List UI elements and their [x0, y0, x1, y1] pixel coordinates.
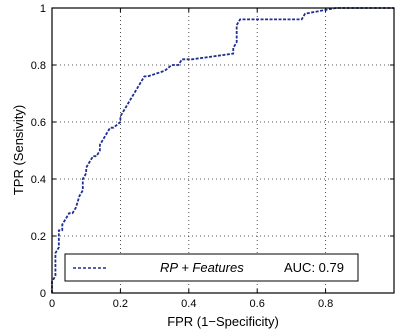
x-tick-label: 0.6 [250, 298, 265, 310]
legend: RP + Features AUC: 0.79 [64, 253, 359, 282]
y-tick-label: 0.2 [31, 231, 46, 243]
x-tick-label: 0.4 [181, 298, 196, 310]
roc-series-line [51, 7, 394, 293]
y-axis-label: TPR (Sensivity) [11, 105, 26, 195]
y-tick-label: 0 [40, 288, 46, 300]
y-tick-label: 1 [40, 3, 46, 15]
grid-layer [52, 8, 394, 293]
x-axis-label: FPR (1−Specificity) [167, 314, 279, 329]
legend-box [64, 253, 359, 282]
y-tick-label: 0.6 [31, 117, 46, 129]
x-tick-label: 0.8 [318, 298, 333, 310]
series-layer [51, 7, 394, 293]
y-tick-label: 0.4 [31, 174, 46, 186]
x-tick-label: 0.2 [113, 298, 128, 310]
plot-frame [51, 7, 395, 294]
legend-series-label: RP + Features [160, 260, 244, 275]
ticks-layer: 0 0.2 0.4 0.6 0.8 0 0.2 0.4 0.6 0.8 1 [31, 3, 394, 310]
legend-auc-label: AUC: 0.79 [284, 260, 344, 275]
y-tick-label: 0.8 [31, 60, 46, 72]
x-tick-label: 0 [49, 298, 55, 310]
